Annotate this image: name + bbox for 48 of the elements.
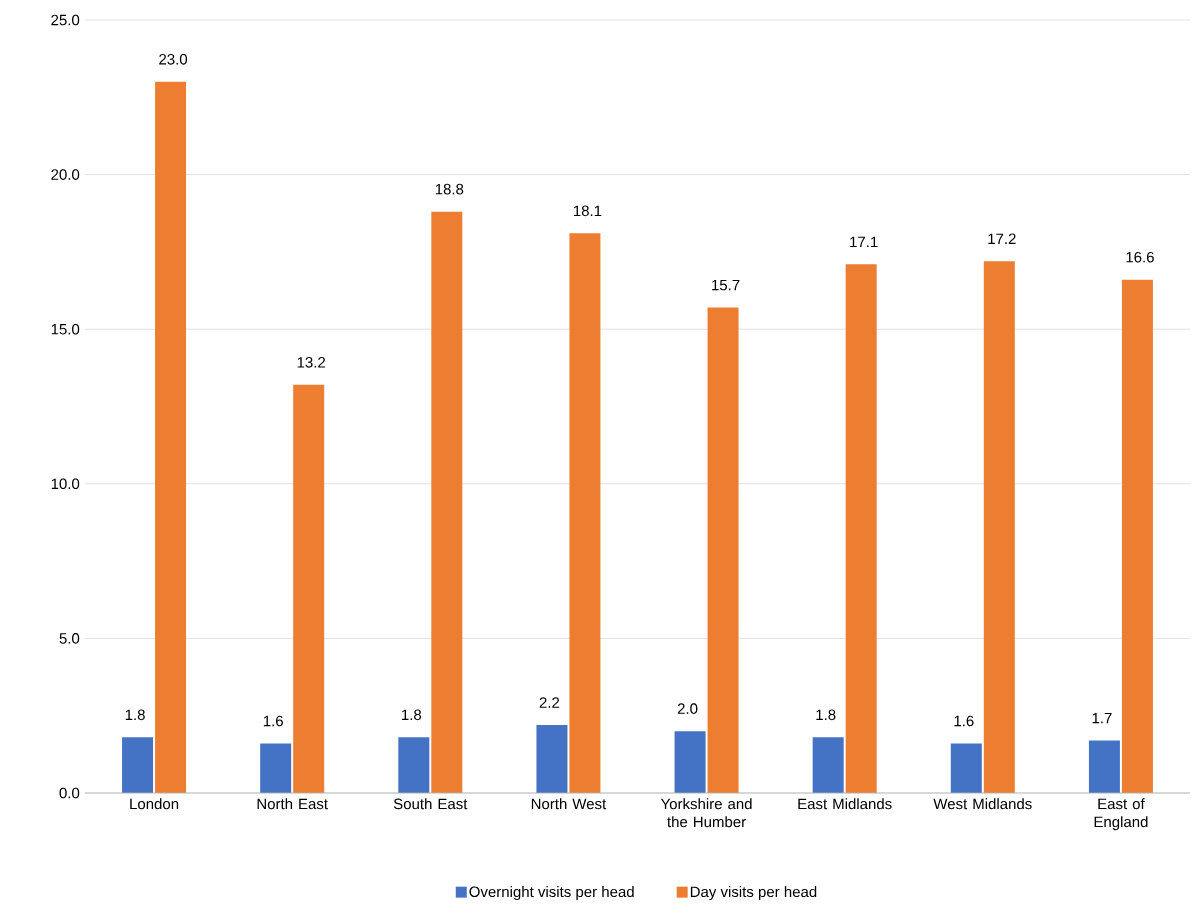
bar	[950, 743, 982, 793]
x-tick-label: North East	[257, 798, 328, 810]
bar	[293, 384, 325, 793]
data-label: 18.1	[573, 205, 602, 217]
bar	[812, 737, 844, 793]
bar	[983, 261, 1015, 793]
data-label: 1.8	[402, 709, 422, 721]
data-label: 1.8	[125, 709, 145, 721]
x-tick-label: East of England	[1094, 798, 1148, 831]
bar	[398, 737, 430, 793]
y-tick-label: 5.0	[59, 633, 80, 644]
y-tick-label: 25.0	[51, 14, 80, 26]
bar	[707, 307, 739, 793]
data-label: 2.2	[539, 697, 560, 708]
data-label: 23.0	[159, 54, 188, 65]
bar	[122, 737, 154, 793]
data-label: 17.1	[850, 236, 878, 248]
bar	[569, 233, 601, 793]
data-label: 1.6	[954, 715, 974, 727]
bar	[260, 743, 292, 793]
data-label: 1.7	[1092, 712, 1112, 724]
data-label: 16.6	[1126, 251, 1154, 263]
x-tick-label: North West	[531, 798, 607, 810]
data-label: 1.8	[816, 709, 836, 721]
x-tick-label: London	[130, 798, 179, 810]
bar	[536, 724, 568, 793]
y-tick-label: 0.0	[59, 787, 80, 799]
data-label: 17.2	[988, 233, 1016, 244]
bar	[431, 211, 463, 793]
data-label: 15.7	[712, 279, 740, 291]
legend-label: Day visits per head	[690, 886, 817, 901]
x-tick-label: Yorkshire and the Humber	[660, 798, 752, 828]
bar	[845, 264, 877, 793]
data-label: 18.8	[435, 183, 464, 195]
x-tick-label: East Midlands	[798, 798, 892, 810]
bar	[1121, 279, 1153, 793]
bar	[1088, 740, 1120, 793]
data-label: 13.2	[297, 357, 326, 368]
data-label: 2.0	[677, 703, 698, 714]
bar	[674, 731, 706, 793]
y-tick-label: 20.0	[51, 169, 80, 180]
y-tick-label: 15.0	[51, 323, 80, 335]
data-label: 1.6	[263, 715, 283, 727]
x-tick-label: West Midlands	[933, 798, 1032, 810]
y-tick-label: 10.0	[51, 478, 80, 490]
bar	[155, 81, 187, 793]
x-tick-label: South East	[393, 798, 468, 810]
legend-label: Overnight visits per head	[469, 886, 634, 901]
